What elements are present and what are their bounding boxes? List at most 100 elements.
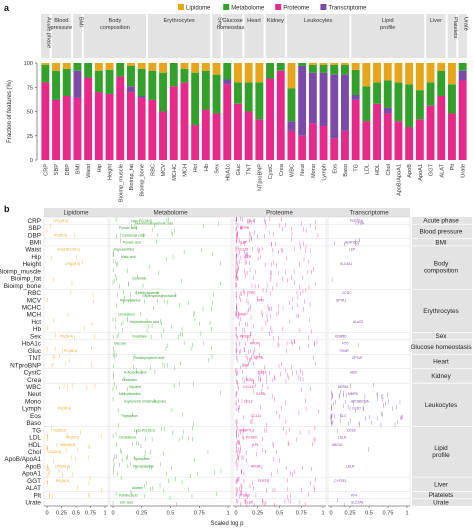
group-label-glucose-homeostasis: Glucose homeostasis bbox=[217, 18, 249, 31]
feature-annotation-proteome: ITGB3 bbox=[240, 493, 250, 497]
bar-segment-plt-proteome bbox=[447, 113, 456, 160]
bar-segment-ggt-lipidome bbox=[426, 63, 435, 83]
row-label-mono: Mono bbox=[25, 398, 41, 405]
facet-panel-metabolome bbox=[109, 216, 232, 507]
bar-segment-apob-apoa1-lipidome bbox=[394, 63, 403, 83]
x-tick-label: 0.75 bbox=[194, 511, 205, 517]
bar-segment-gluc-metabolome bbox=[233, 82, 242, 104]
feature-annotation-metabolome: Palmitic acid bbox=[119, 493, 138, 497]
row-label-gluc: Gluc bbox=[28, 348, 42, 355]
row-label-wbc: WBC bbox=[26, 384, 41, 391]
row-label-apob: ApoB bbox=[25, 463, 41, 470]
feature-annotation-metabolome: Ceramide bbox=[132, 277, 146, 281]
feature-annotation-metabolome: Lyso-PC(18:0) bbox=[131, 219, 152, 223]
row-label-ntprobnp: NTproBNP bbox=[10, 362, 41, 369]
row-label-ldl: LDL bbox=[29, 435, 41, 442]
bar-segment-crp-metabolome bbox=[41, 64, 50, 83]
bar-segment-ntprobnp-metabolome bbox=[255, 82, 264, 120]
bar-segment-dbp-proteome bbox=[62, 95, 71, 160]
row-group-label-acute-phase: Acute phase bbox=[423, 218, 459, 225]
feature-annotation-metabolome: Indolepropionic acid bbox=[135, 356, 164, 360]
group-band-platelets bbox=[447, 14, 457, 58]
row-label-lymph: Lymph bbox=[22, 406, 41, 413]
bar-segment-hba1c-metabolome bbox=[223, 63, 232, 80]
feature-annotation-proteome: APOB bbox=[251, 464, 261, 468]
feature-annotation-transcriptome: KDM5D bbox=[335, 334, 347, 338]
group-label-urate: Urate bbox=[463, 17, 469, 31]
bar-segment-neut-proteome bbox=[298, 135, 307, 160]
group-band-body-composition bbox=[83, 14, 146, 58]
bar-segment-height-metabolome bbox=[105, 69, 114, 95]
bar-segment-chol-transcriptome bbox=[383, 107, 392, 114]
feature-annotation-proteome: ANGPTL3 bbox=[239, 428, 254, 432]
bar-segment-sbp-proteome bbox=[52, 99, 61, 160]
row-label-crea: Crea bbox=[27, 377, 41, 384]
bar-segment-bioimp-bone-proteome bbox=[137, 97, 146, 160]
bar-segment-wbc-proteome bbox=[287, 130, 296, 160]
feature-annotation-transcriptome: ALAS2 bbox=[353, 320, 363, 324]
row-label-sbp: SBP bbox=[28, 225, 41, 232]
bar-segment-tnt-lipidome bbox=[244, 63, 253, 83]
bar-segment-lymph-transcriptome bbox=[319, 72, 328, 127]
row-label-hdl: HDL bbox=[28, 442, 41, 449]
feature-annotation-transcriptome: APOBEC3A bbox=[351, 399, 370, 403]
header-band bbox=[44, 208, 410, 217]
x-axis-title: Scaled log p bbox=[210, 521, 244, 527]
row-label-plt: Plt bbox=[34, 492, 42, 499]
bar-segment-waist-proteome bbox=[84, 77, 93, 160]
x-tick-label-bioimp-muscle: Bioimp_muscle bbox=[118, 164, 124, 202]
x-tick-label: 0.5 bbox=[167, 511, 175, 517]
x-tick-label: 0.25 bbox=[56, 511, 67, 517]
feature-annotation-metabolome: 1-Methylguanine bbox=[135, 291, 160, 295]
feature-annotation-transcriptome: CTSA bbox=[355, 222, 365, 226]
feature-annotation-metabolome: Cyclobutyl ester bbox=[122, 233, 146, 237]
bar-segment-mcv-metabolome bbox=[159, 72, 168, 112]
bar-segment-mono-proteome bbox=[308, 123, 317, 160]
bar-segment-chol-proteome bbox=[383, 113, 392, 160]
x-tick-label-mchc: MCHC bbox=[172, 164, 178, 181]
bar-segment-wbc-lipidome bbox=[287, 63, 296, 89]
row-label-baso: Baso bbox=[26, 420, 41, 427]
feature-annotation-metabolome: N-Acetylleucine bbox=[124, 371, 147, 375]
row-label-waist: Waist bbox=[25, 247, 41, 254]
row-label-ggt: GGT bbox=[27, 478, 41, 485]
feature-annotation-transcriptome: MMP8 bbox=[348, 392, 358, 396]
feature-annotation-metabolome: Creatinine bbox=[122, 378, 137, 382]
bar-segment-apoa1-metabolome bbox=[415, 90, 424, 120]
row-label-height: Height bbox=[23, 261, 42, 268]
row-label-sex: Sex bbox=[30, 333, 42, 340]
facet-title-metabolome: Metabolome bbox=[153, 210, 188, 217]
group-label-kidney: Kidney bbox=[267, 18, 284, 24]
bar-segment-neut-metabolome bbox=[298, 63, 307, 66]
legend-label-transcriptome: Transcriptome bbox=[328, 6, 367, 12]
feature-annotation-proteome: FGF21 bbox=[258, 479, 268, 483]
row-label-chol: Chol bbox=[28, 449, 41, 456]
bar-segment-gluc-proteome bbox=[233, 103, 242, 160]
bar-segment-crp-lipidome bbox=[41, 63, 50, 65]
bar-segment-crea-metabolome bbox=[276, 63, 285, 71]
legend-swatch-metabolome bbox=[223, 4, 230, 10]
x-tick-label: 1 bbox=[103, 511, 106, 517]
group-label-erythrocytes: Erythrocytes bbox=[164, 18, 195, 24]
bar-segment-bioimp-bone-transcriptome bbox=[137, 95, 146, 98]
x-tick-label-baso: Baso bbox=[343, 164, 349, 177]
x-tick-label-hip: Hip bbox=[97, 164, 103, 172]
feature-annotation-lipidome: TG(52:2) bbox=[53, 428, 66, 432]
group-label-acute-phase: Acute phase bbox=[45, 17, 51, 48]
feature-annotation-metabolome: Pyruvic acid bbox=[123, 240, 141, 244]
y-tick-label: 0 bbox=[30, 158, 33, 164]
bar-segment-hb-lipidome bbox=[201, 63, 210, 71]
bar-segment-hct-metabolome bbox=[191, 72, 200, 126]
feature-annotation-lipidome: LPC(20:3) bbox=[65, 262, 80, 266]
bar-segment-urate-metabolome bbox=[458, 63, 467, 71]
bar-segment-sex-lipidome bbox=[212, 63, 221, 75]
bar-segment-height-proteome bbox=[105, 94, 114, 160]
x-tick-label-apoa1: ApoA1 bbox=[418, 164, 424, 181]
feature-annotation-metabolome: Creatinine bbox=[132, 334, 147, 338]
feature-annotation-proteome: BNP bbox=[242, 363, 250, 367]
bar-segment-crp-proteome bbox=[41, 82, 50, 160]
feature-annotation-lipidome: PE(38:4) bbox=[60, 334, 73, 338]
panel-b-feature-chart: Lipidome Metabolome Proteome Transcriptome A… bbox=[0, 208, 472, 527]
bar-segment-tg-metabolome bbox=[351, 69, 360, 96]
x-tick-label-alat: ALAT bbox=[439, 163, 445, 177]
